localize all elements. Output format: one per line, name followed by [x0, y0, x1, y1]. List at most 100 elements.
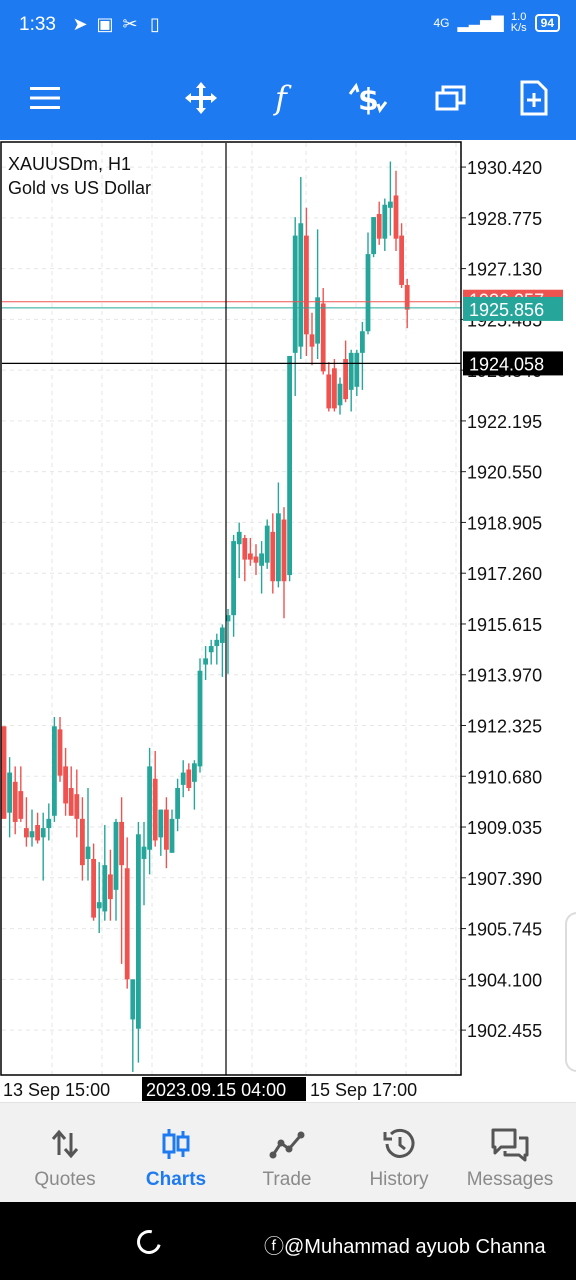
candle-body [35, 825, 40, 841]
candle-body [208, 646, 214, 653]
candle-body [315, 297, 320, 344]
trade-button[interactable]: $ [344, 74, 392, 122]
nav-charts[interactable]: Charts [120, 1103, 232, 1203]
candle-body [276, 513, 281, 582]
candle-body [85, 846, 91, 859]
crosshair-time-label: 2023.09.15 04:00 [146, 1080, 286, 1100]
candle-body [102, 865, 108, 912]
candle-body [360, 331, 365, 353]
media-icon: ▯ [150, 14, 160, 34]
candle-body [236, 531, 242, 545]
candle-body [326, 374, 332, 409]
y-tick-label: 1930.420 [467, 158, 542, 178]
side-panel-handle[interactable] [565, 912, 576, 1072]
candle-body [197, 670, 203, 767]
candle-body [281, 519, 287, 582]
candle-body [186, 769, 192, 788]
candle-body [52, 726, 57, 816]
candle-body [214, 639, 220, 647]
windows-icon [435, 85, 466, 111]
candle-body [24, 828, 29, 838]
candle-body [348, 352, 354, 390]
menu-icon [30, 87, 60, 109]
candle-body [404, 284, 410, 310]
indicators-f-icon: f [273, 80, 292, 116]
y-tick-label: 1907.390 [467, 869, 542, 889]
candle-body [337, 383, 343, 406]
y-tick-label: 1902.455 [467, 1021, 542, 1041]
signal-icon: ▂▃▅▇ [457, 15, 504, 32]
menu-button[interactable] [21, 74, 69, 122]
candlestick-chart[interactable]: 1930.4201928.7751927.1301925.4851923.840… [0, 140, 576, 1102]
candle-body [203, 658, 208, 665]
candle-body [63, 766, 68, 804]
status-right: 4G ▂▃▅▇ 1.0 K/s 94 [434, 12, 560, 34]
candle-body [365, 254, 371, 332]
candle-body [393, 195, 399, 239]
home-button-icon[interactable] [132, 1225, 166, 1259]
candle-body [46, 818, 52, 829]
x-tick-label: 15 Sep 17:00 [310, 1080, 417, 1100]
nav-trade[interactable]: Trade [231, 1103, 343, 1203]
windows-button[interactable] [427, 74, 475, 122]
candle-body [304, 235, 309, 335]
nav-quotes[interactable]: Quotes [9, 1103, 121, 1203]
charts-candles-icon [162, 1129, 190, 1159]
nav-history[interactable]: History [343, 1103, 455, 1203]
candle-body [12, 781, 18, 822]
candle-body [259, 553, 264, 566]
candle-body [309, 334, 315, 347]
candle-body [169, 818, 175, 853]
chart-area[interactable]: 1930.4201928.7751927.1301925.4851923.840… [0, 140, 576, 1102]
candle-body [57, 729, 63, 776]
crosshair-move-button[interactable] [177, 74, 225, 122]
nav-messages[interactable]: Messages [454, 1103, 566, 1203]
candle-body [220, 627, 225, 643]
candle-body [388, 201, 393, 208]
status-time: 1:33 [19, 14, 56, 35]
candle-body [119, 821, 124, 866]
y-tick-label: 1915.615 [467, 615, 542, 635]
candle-body [320, 303, 326, 372]
y-tick-label: 1920.550 [467, 463, 542, 483]
bottom-navigation: Quotes Charts Trade [0, 1102, 576, 1202]
speed-value: 1.0 [511, 11, 527, 23]
chart-symbol-header: XAUUSDm, H1 Gold vs US Dollar [8, 152, 151, 200]
messages-bubbles-icon [491, 1128, 529, 1162]
watermark-text: ⓕ@Muhammad ayuob Channa [264, 1236, 546, 1258]
candle-body [180, 772, 186, 785]
svg-text:f: f [273, 80, 292, 116]
candle-body [399, 235, 404, 285]
nav-label-trade: Trade [262, 1169, 312, 1190]
y-tick-label: 1905.745 [467, 920, 542, 940]
new-document-icon [520, 80, 548, 116]
candle-body [164, 809, 169, 850]
candle-body [68, 787, 74, 816]
candle-body [231, 541, 236, 616]
status-bar: 1:33 ➤ ▣ ✂ ▯ 4G ▂▃▅▇ 1.0 K/s 94 [0, 0, 576, 56]
network-speed: 1.0 K/s [511, 12, 527, 34]
system-navigation-bar: ⓕ@Muhammad ayuob Channa [0, 1202, 576, 1280]
indicators-button[interactable]: f [260, 74, 308, 122]
chart-symbol: XAUUSDm, H1 [8, 154, 132, 174]
candle-body [298, 223, 304, 347]
x-tick-label: 13 Sep 15:00 [3, 1080, 110, 1100]
candle-body [40, 828, 46, 838]
y-tick-label: 1913.970 [467, 666, 542, 686]
candle-body [1, 726, 7, 819]
candle-body [253, 556, 259, 563]
bid-price-label: 1925.856 [469, 300, 544, 320]
candle-body [242, 538, 248, 560]
candle-body [141, 846, 147, 859]
new-chart-button[interactable] [510, 74, 558, 122]
candle-body [136, 834, 141, 1029]
y-tick-label: 1917.260 [467, 564, 542, 584]
candle-body [7, 772, 12, 813]
y-tick-label: 1922.195 [467, 412, 542, 432]
trade-line-icon [269, 1131, 305, 1159]
nav-label-quotes: Quotes [34, 1169, 96, 1190]
bid-price-tag [463, 296, 563, 321]
candle-body [130, 979, 136, 1020]
trade-dollar-icon: $ [348, 82, 388, 116]
history-clock-icon [383, 1128, 415, 1158]
